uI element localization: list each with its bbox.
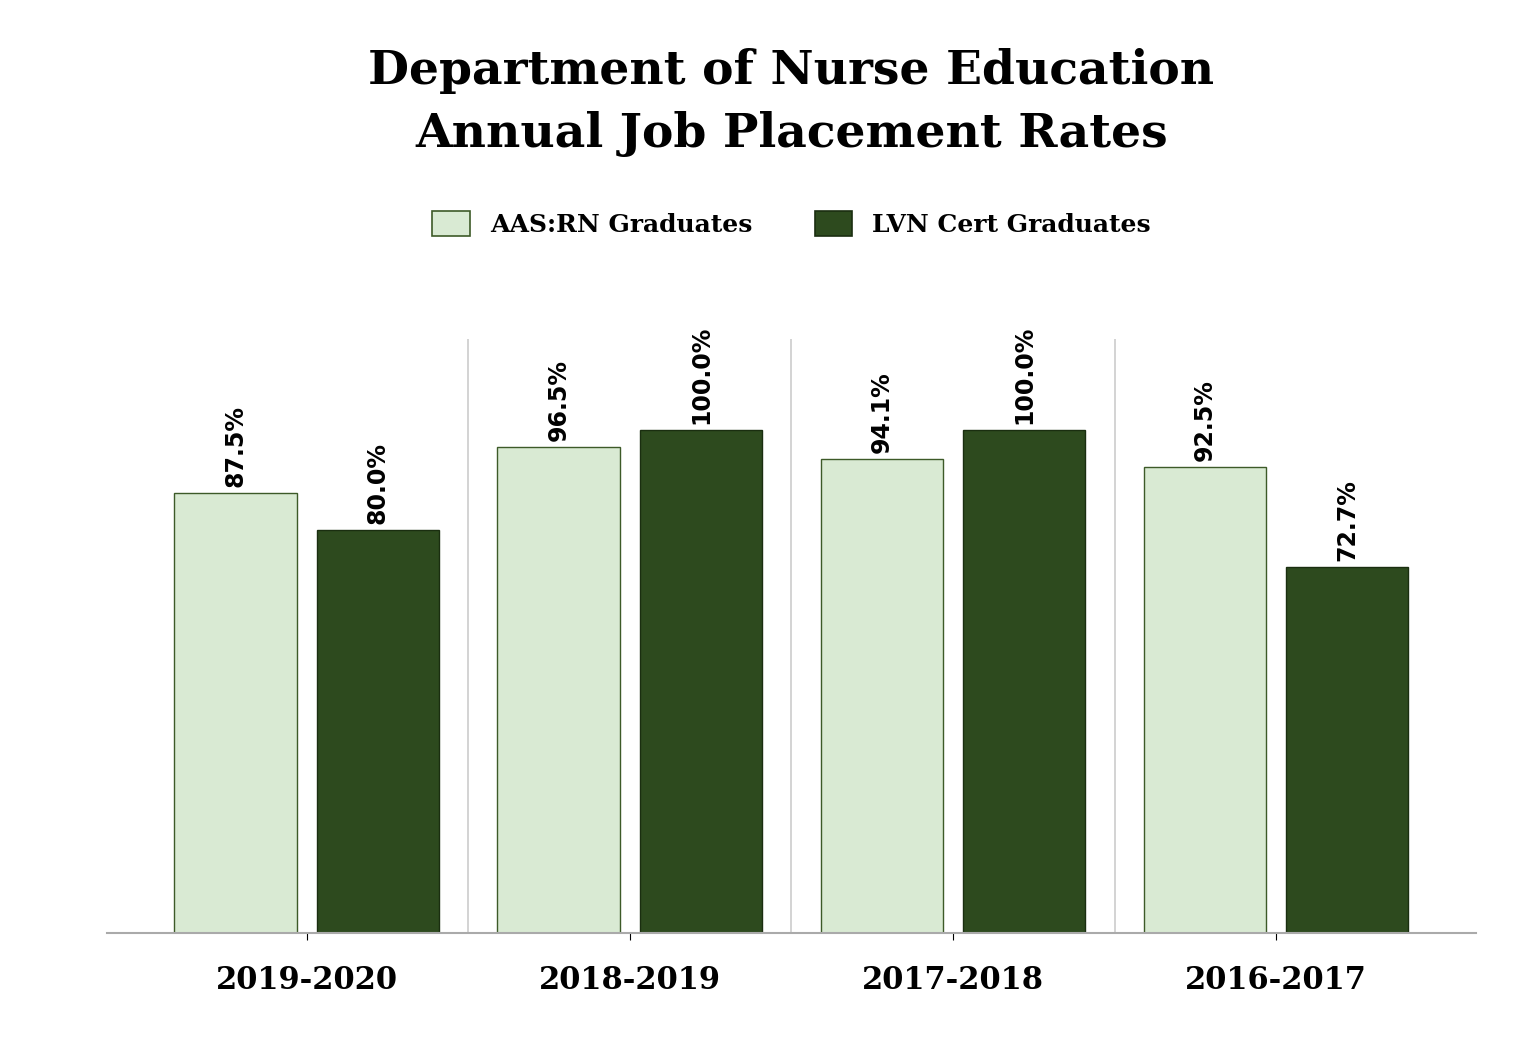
Text: 100.0%: 100.0% [689,325,712,424]
Legend: AAS:RN Graduates, LVN Cert Graduates: AAS:RN Graduates, LVN Cert Graduates [420,198,1163,249]
Text: 96.5%: 96.5% [546,359,571,441]
Text: 72.7%: 72.7% [1335,479,1359,561]
Text: Annual Job Placement Rates: Annual Job Placement Rates [416,111,1167,157]
Bar [1143,467,1266,933]
Text: 100.0%: 100.0% [1012,325,1036,424]
Text: Department of Nurse Education: Department of Nurse Education [368,48,1215,93]
Text: 80.0%: 80.0% [365,442,390,525]
Bar [639,429,763,933]
Bar [317,530,440,933]
Text: 94.1%: 94.1% [871,372,893,454]
Bar [175,493,297,933]
Bar [820,459,944,933]
Text: 87.5%: 87.5% [224,405,248,487]
Text: 92.5%: 92.5% [1193,379,1218,461]
Bar [498,447,621,933]
Bar [1286,567,1408,933]
Bar [962,429,1085,933]
